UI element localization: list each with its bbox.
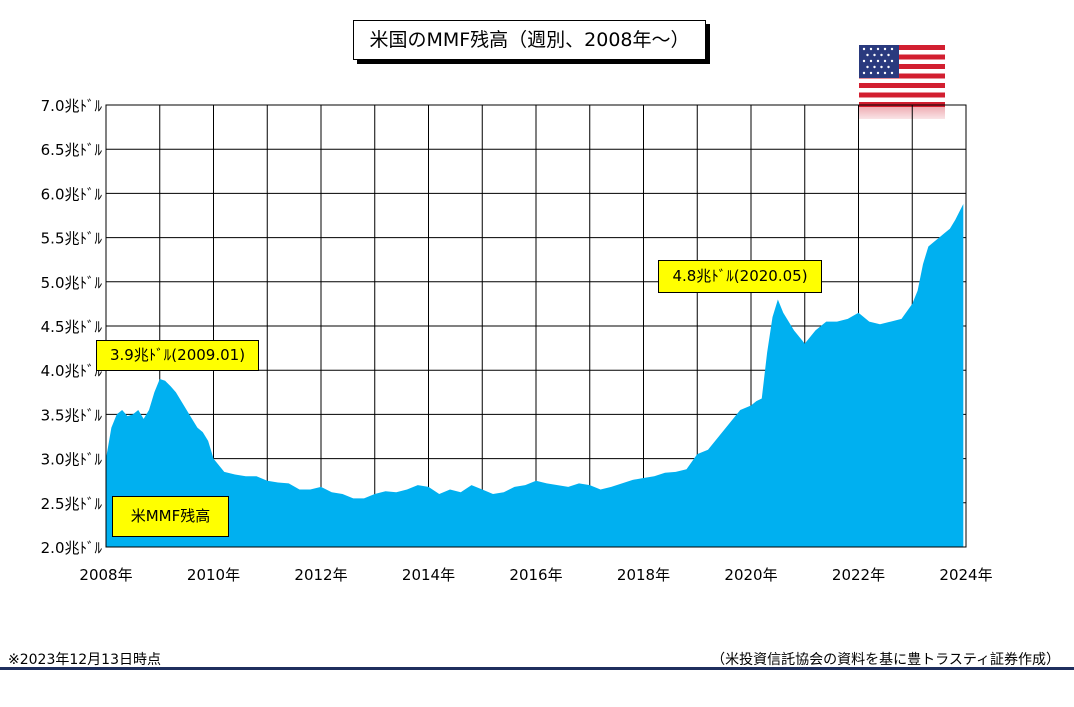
y-tick-label: 4.5兆ﾄﾞﾙ <box>41 318 103 336</box>
y-tick-label: 4.0兆ﾄﾞﾙ <box>41 362 103 380</box>
y-tick-label: 3.0兆ﾄﾞﾙ <box>41 451 103 469</box>
y-tick-label: 3.5兆ﾄﾞﾙ <box>41 406 103 424</box>
y-tick-label: 2.5兆ﾄﾞﾙ <box>41 495 103 513</box>
series-area-mmf <box>106 204 964 547</box>
x-tick-label: 2008年 <box>79 566 132 584</box>
bottom-rule <box>0 667 1074 670</box>
plot-border <box>105 104 967 548</box>
y-tick-label: 7.0兆ﾄﾞﾙ <box>41 97 103 115</box>
y-tick-label: 5.5兆ﾄﾞﾙ <box>41 230 103 248</box>
legend-label: 米MMF残高 <box>112 496 229 537</box>
y-tick-label: 2.0兆ﾄﾞﾙ <box>41 539 103 557</box>
x-tick-label: 2016年 <box>509 566 562 584</box>
x-tick-label: 2018年 <box>617 566 670 584</box>
x-tick-label: 2012年 <box>294 566 347 584</box>
x-tick-label: 2022年 <box>832 566 885 584</box>
x-tick-label: 2010年 <box>187 566 240 584</box>
y-tick-label: 5.0兆ﾄﾞﾙ <box>41 274 103 292</box>
source-note: （米投資信託協会の資料を基に豊トラスティ証券作成） <box>711 652 1060 668</box>
y-tick-label: 6.0兆ﾄﾞﾙ <box>41 185 103 203</box>
mmf-area-chart: 2.0兆ﾄﾞﾙ 2.5兆ﾄﾞﾙ 3.0兆ﾄﾞﾙ 3.5兆ﾄﾞﾙ 4.0兆ﾄﾞﾙ 4.5兆ﾄ… <box>41 97 993 584</box>
annotation-2020: 4.8兆ﾄﾞﾙ(2020.05) <box>658 260 822 293</box>
footnote: ※2023年12月13日時点 <box>8 652 161 668</box>
x-tick-label: 2020年 <box>724 566 777 584</box>
x-tick-label: 2014年 <box>402 566 455 584</box>
y-tick-label: 6.5兆ﾄﾞﾙ <box>41 141 103 159</box>
annotation-2009: 3.9兆ﾄﾞﾙ(2009.01) <box>96 340 259 371</box>
x-tick-label: 2024年 <box>939 566 992 584</box>
chart-title: 米国のMMF残高（週別、2008年〜） <box>353 20 706 60</box>
